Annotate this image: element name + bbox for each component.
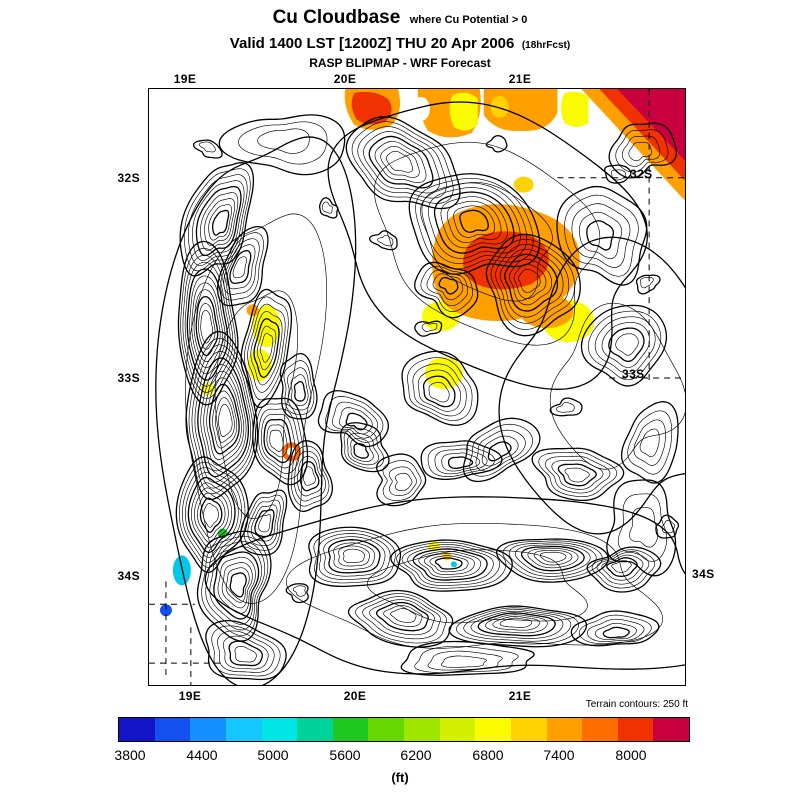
colorbar-label-6200: 6200 [400, 747, 432, 763]
lat-tick-left-34s: 34S [117, 569, 140, 583]
cloudbase-region-west-yellow-south [247, 349, 272, 382]
colorbar-label-4400: 4400 [186, 747, 218, 763]
forecast-map [148, 88, 686, 686]
colorbar-segment [475, 718, 511, 741]
valid-line: Valid 1400 LST [1200Z] THU 20 Apr 2006 (… [0, 34, 800, 55]
page-title: Cu Cloudbase [272, 7, 401, 28]
lon-tick-top-21e: 21E [508, 72, 532, 86]
cloudbase-region-south-cyan-dot [450, 561, 457, 568]
colorbar-segment [261, 718, 298, 741]
lat-tick-right-32s: 32S [630, 167, 653, 181]
colorbar-segment [546, 718, 583, 741]
colorbar-segment [225, 718, 262, 741]
cloudbase-region-north-band-yellow-c [490, 95, 509, 118]
colorbar-segment [653, 718, 689, 741]
forecast-offset: (18hrFcst) [521, 39, 571, 51]
terrain-contour-note: Terrain contours: 250 ft [585, 699, 688, 710]
colorbar-segment [154, 718, 191, 741]
lat-tick-left-32s: 32S [117, 171, 140, 185]
cloudbase-region-north-band-hole [412, 96, 430, 121]
colorbar-segment [617, 718, 654, 741]
page-title-qualifier: where Cu Potential > 0 [409, 14, 528, 26]
cloudbase-region-south-yellow-a [427, 541, 440, 552]
colorbar-segment [332, 718, 369, 741]
map-canvas [149, 89, 685, 685]
cloudbase-region-north-band-yellow-b [560, 91, 589, 127]
valid-time: Valid 1400 LST [1200Z] THU 20 Apr 2006 [229, 34, 515, 52]
cloudbase-region-central-yellow-small [513, 176, 534, 193]
colorbar-units-label: (ft) [391, 770, 409, 785]
colorbar-label-5600: 5600 [329, 747, 361, 763]
cloudbase-region-north-band-yellow-a [449, 92, 478, 131]
lon-tick-top-20e: 20E [333, 72, 357, 86]
colorbar-label-5000: 5000 [257, 747, 289, 763]
lat-tick-left-33s: 33S [117, 371, 140, 385]
lat-tick-right-33s: 33S [622, 367, 645, 381]
colorbar-segment [510, 718, 547, 741]
cloudbase-region-central-red-core [463, 231, 549, 290]
lon-tick-top-19e: 19E [173, 72, 197, 86]
colorbar-segment [439, 718, 476, 741]
colorbar-segment [368, 718, 404, 741]
colorbar-label-7400: 7400 [543, 747, 575, 763]
colorbar-label-6800: 6800 [472, 747, 504, 763]
lon-tick-bottom-21e: 21E [508, 689, 532, 703]
colorbar-label-8000: 8000 [615, 747, 647, 763]
lat-tick-right-34s: 34S [692, 567, 715, 581]
colorbar-segment [119, 718, 155, 741]
model-name: RASP BLIPMAP - WRF Forecast [309, 56, 491, 71]
header: Cu Cloudbase where Cu Potential > 0 Vali… [0, 6, 800, 72]
cloudbase-region-central-yellow-south [424, 357, 463, 389]
colorbar-segment [297, 718, 333, 741]
lon-tick-bottom-20e: 20E [343, 689, 367, 703]
colorbar-segment [582, 718, 618, 741]
cloudbase-region-blue-spot [159, 604, 172, 617]
colorbar-segment [404, 718, 440, 741]
colorbar-segment [190, 718, 226, 741]
lon-tick-bottom-19e: 19E [178, 689, 202, 703]
colorbar [118, 717, 690, 742]
title-line: Cu Cloudbase where Cu Potential > 0 [0, 6, 800, 31]
colorbar-label-3800: 3800 [114, 747, 146, 763]
